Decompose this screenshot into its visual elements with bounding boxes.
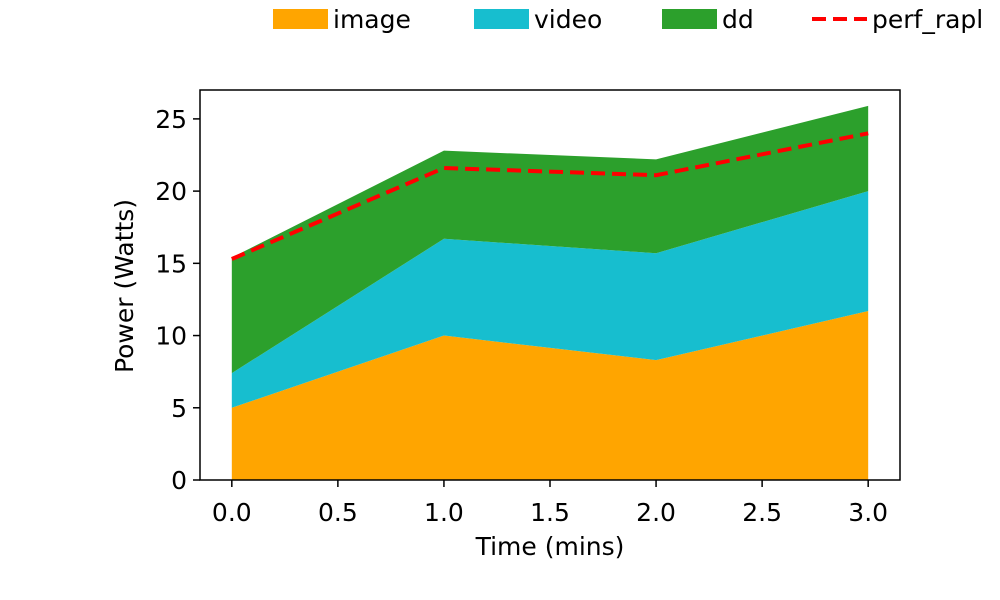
x-tick-label: 1.0 bbox=[424, 498, 464, 527]
legend-swatch-dd bbox=[662, 9, 717, 29]
x-tick-label: 3.0 bbox=[848, 498, 888, 527]
x-axis-label: Time (mins) bbox=[475, 532, 625, 561]
y-tick-label: 25 bbox=[155, 105, 187, 134]
y-tick-label: 15 bbox=[155, 249, 187, 278]
x-tick-label: 0.5 bbox=[318, 498, 358, 527]
x-tick-label: 2.0 bbox=[636, 498, 676, 527]
legend-label-dd: dd bbox=[722, 5, 754, 34]
x-tick-label: 1.5 bbox=[530, 498, 570, 527]
y-tick-label: 0 bbox=[171, 466, 187, 495]
line-perf-rapl bbox=[231, 131, 869, 261]
legend: image video dd perf_rapl bbox=[273, 5, 983, 34]
plot-area bbox=[199, 89, 901, 481]
y-tick-label: 20 bbox=[155, 177, 187, 206]
legend-swatch-image bbox=[273, 9, 328, 29]
y-axis: 0 5 10 15 20 25 Power (Watts) bbox=[110, 105, 200, 495]
legend-swatch-video bbox=[474, 9, 529, 29]
legend-label-perf-rapl: perf_rapl bbox=[872, 5, 983, 34]
area-dd bbox=[231, 105, 869, 374]
area-image bbox=[231, 311, 869, 480]
x-axis: 0.0 0.5 1.0 1.5 2.0 2.5 3.0 Time (mins) bbox=[212, 480, 888, 561]
y-tick-label: 10 bbox=[155, 322, 187, 351]
y-axis-label: Power (Watts) bbox=[110, 199, 139, 373]
y-tick-label: 5 bbox=[171, 394, 187, 423]
x-tick-label: 0.0 bbox=[212, 498, 252, 527]
legend-label-video: video bbox=[534, 5, 602, 34]
legend-label-image: image bbox=[333, 5, 411, 34]
x-tick-label: 2.5 bbox=[742, 498, 782, 527]
area-video bbox=[231, 191, 869, 408]
